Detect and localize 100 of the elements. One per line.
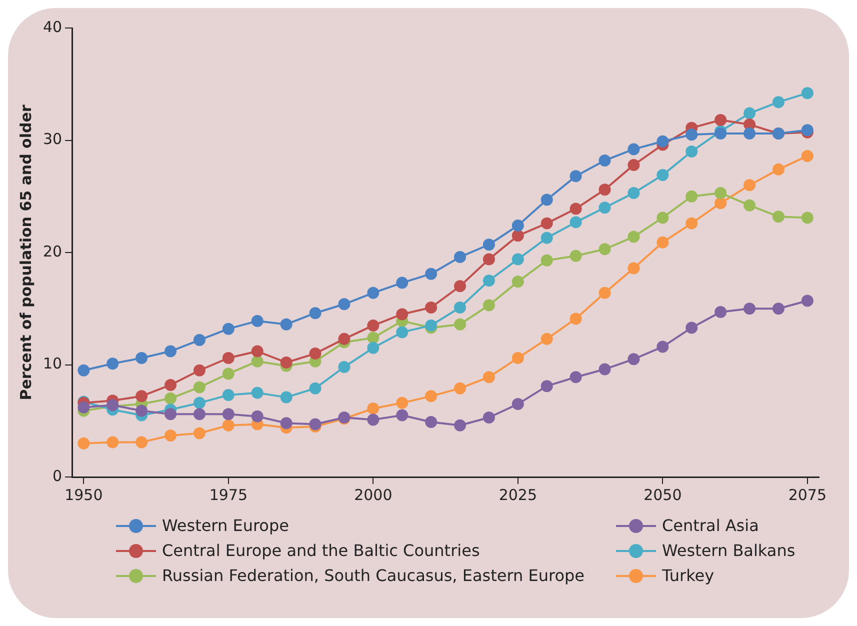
legend-label: Central Asia bbox=[662, 516, 759, 535]
point bbox=[598, 184, 611, 196]
point bbox=[686, 190, 698, 202]
y-tick-label: 30 bbox=[42, 130, 62, 148]
point bbox=[801, 150, 814, 162]
point bbox=[222, 322, 234, 335]
point bbox=[251, 314, 264, 327]
point bbox=[628, 158, 640, 171]
x-tick-label: 1950 bbox=[64, 486, 103, 504]
point bbox=[396, 308, 408, 320]
point bbox=[628, 262, 640, 274]
point bbox=[309, 348, 322, 360]
point bbox=[222, 368, 234, 380]
point bbox=[686, 145, 698, 158]
point bbox=[193, 427, 206, 440]
point bbox=[78, 437, 90, 450]
point bbox=[772, 163, 784, 176]
point bbox=[570, 371, 582, 384]
point bbox=[425, 302, 438, 314]
point bbox=[714, 187, 727, 200]
point bbox=[367, 402, 380, 415]
point bbox=[628, 353, 640, 366]
point bbox=[744, 128, 756, 140]
point bbox=[512, 230, 524, 242]
point bbox=[598, 154, 611, 166]
point bbox=[425, 416, 438, 428]
point bbox=[598, 243, 611, 256]
point bbox=[251, 345, 264, 358]
point bbox=[801, 87, 814, 100]
point bbox=[396, 409, 408, 422]
point bbox=[686, 217, 698, 230]
legend-label: Western Balkans bbox=[662, 541, 796, 560]
point bbox=[570, 202, 582, 215]
point bbox=[136, 436, 148, 448]
point bbox=[425, 390, 438, 402]
point bbox=[714, 128, 727, 140]
point bbox=[454, 419, 466, 432]
point bbox=[280, 318, 292, 330]
point bbox=[396, 396, 408, 409]
point bbox=[222, 352, 234, 364]
point bbox=[164, 378, 177, 391]
point bbox=[570, 216, 582, 228]
point bbox=[628, 187, 640, 200]
point bbox=[396, 276, 408, 289]
point bbox=[482, 253, 495, 266]
point bbox=[338, 332, 350, 345]
point bbox=[193, 364, 206, 376]
point bbox=[454, 318, 466, 330]
point bbox=[164, 392, 177, 404]
point bbox=[136, 404, 148, 417]
point bbox=[686, 128, 698, 141]
point bbox=[280, 417, 292, 430]
point bbox=[598, 286, 611, 299]
y-tick-label: 0 bbox=[52, 466, 62, 485]
point bbox=[136, 352, 148, 364]
point bbox=[222, 408, 234, 420]
point bbox=[425, 268, 438, 280]
point bbox=[482, 412, 495, 424]
point bbox=[338, 360, 350, 373]
point bbox=[801, 294, 814, 307]
point bbox=[222, 389, 234, 402]
point bbox=[744, 302, 756, 315]
point bbox=[193, 408, 206, 420]
y-axis-title: Percent of population 65 and older bbox=[16, 104, 35, 400]
point bbox=[367, 319, 380, 332]
point bbox=[540, 232, 553, 244]
point bbox=[164, 408, 177, 420]
point bbox=[744, 179, 756, 192]
point bbox=[482, 238, 495, 251]
y-tick-label: 20 bbox=[42, 242, 62, 260]
point bbox=[598, 363, 611, 376]
point bbox=[628, 143, 640, 156]
point bbox=[540, 194, 553, 206]
point bbox=[570, 250, 582, 262]
x-tick-label: 2000 bbox=[354, 486, 392, 504]
point bbox=[801, 212, 814, 224]
point bbox=[367, 414, 380, 426]
point bbox=[425, 319, 438, 332]
point bbox=[454, 382, 466, 394]
point bbox=[772, 210, 784, 223]
point bbox=[482, 371, 495, 384]
x-tick-label: 1975 bbox=[209, 486, 248, 504]
point bbox=[309, 307, 322, 320]
point bbox=[540, 217, 553, 230]
point bbox=[714, 197, 727, 210]
legend-label: Central Europe and the Baltic Countries bbox=[162, 541, 480, 560]
point bbox=[512, 398, 524, 410]
point bbox=[714, 114, 727, 126]
point bbox=[251, 355, 264, 368]
point bbox=[628, 230, 640, 243]
point bbox=[251, 410, 264, 422]
point bbox=[744, 107, 756, 120]
point bbox=[193, 396, 206, 409]
legend-label: Western Europe bbox=[162, 516, 289, 535]
point bbox=[193, 334, 206, 346]
point bbox=[656, 340, 669, 353]
point bbox=[482, 274, 495, 287]
point bbox=[106, 358, 119, 370]
legend-label: Turkey bbox=[662, 566, 714, 585]
point bbox=[454, 280, 466, 292]
